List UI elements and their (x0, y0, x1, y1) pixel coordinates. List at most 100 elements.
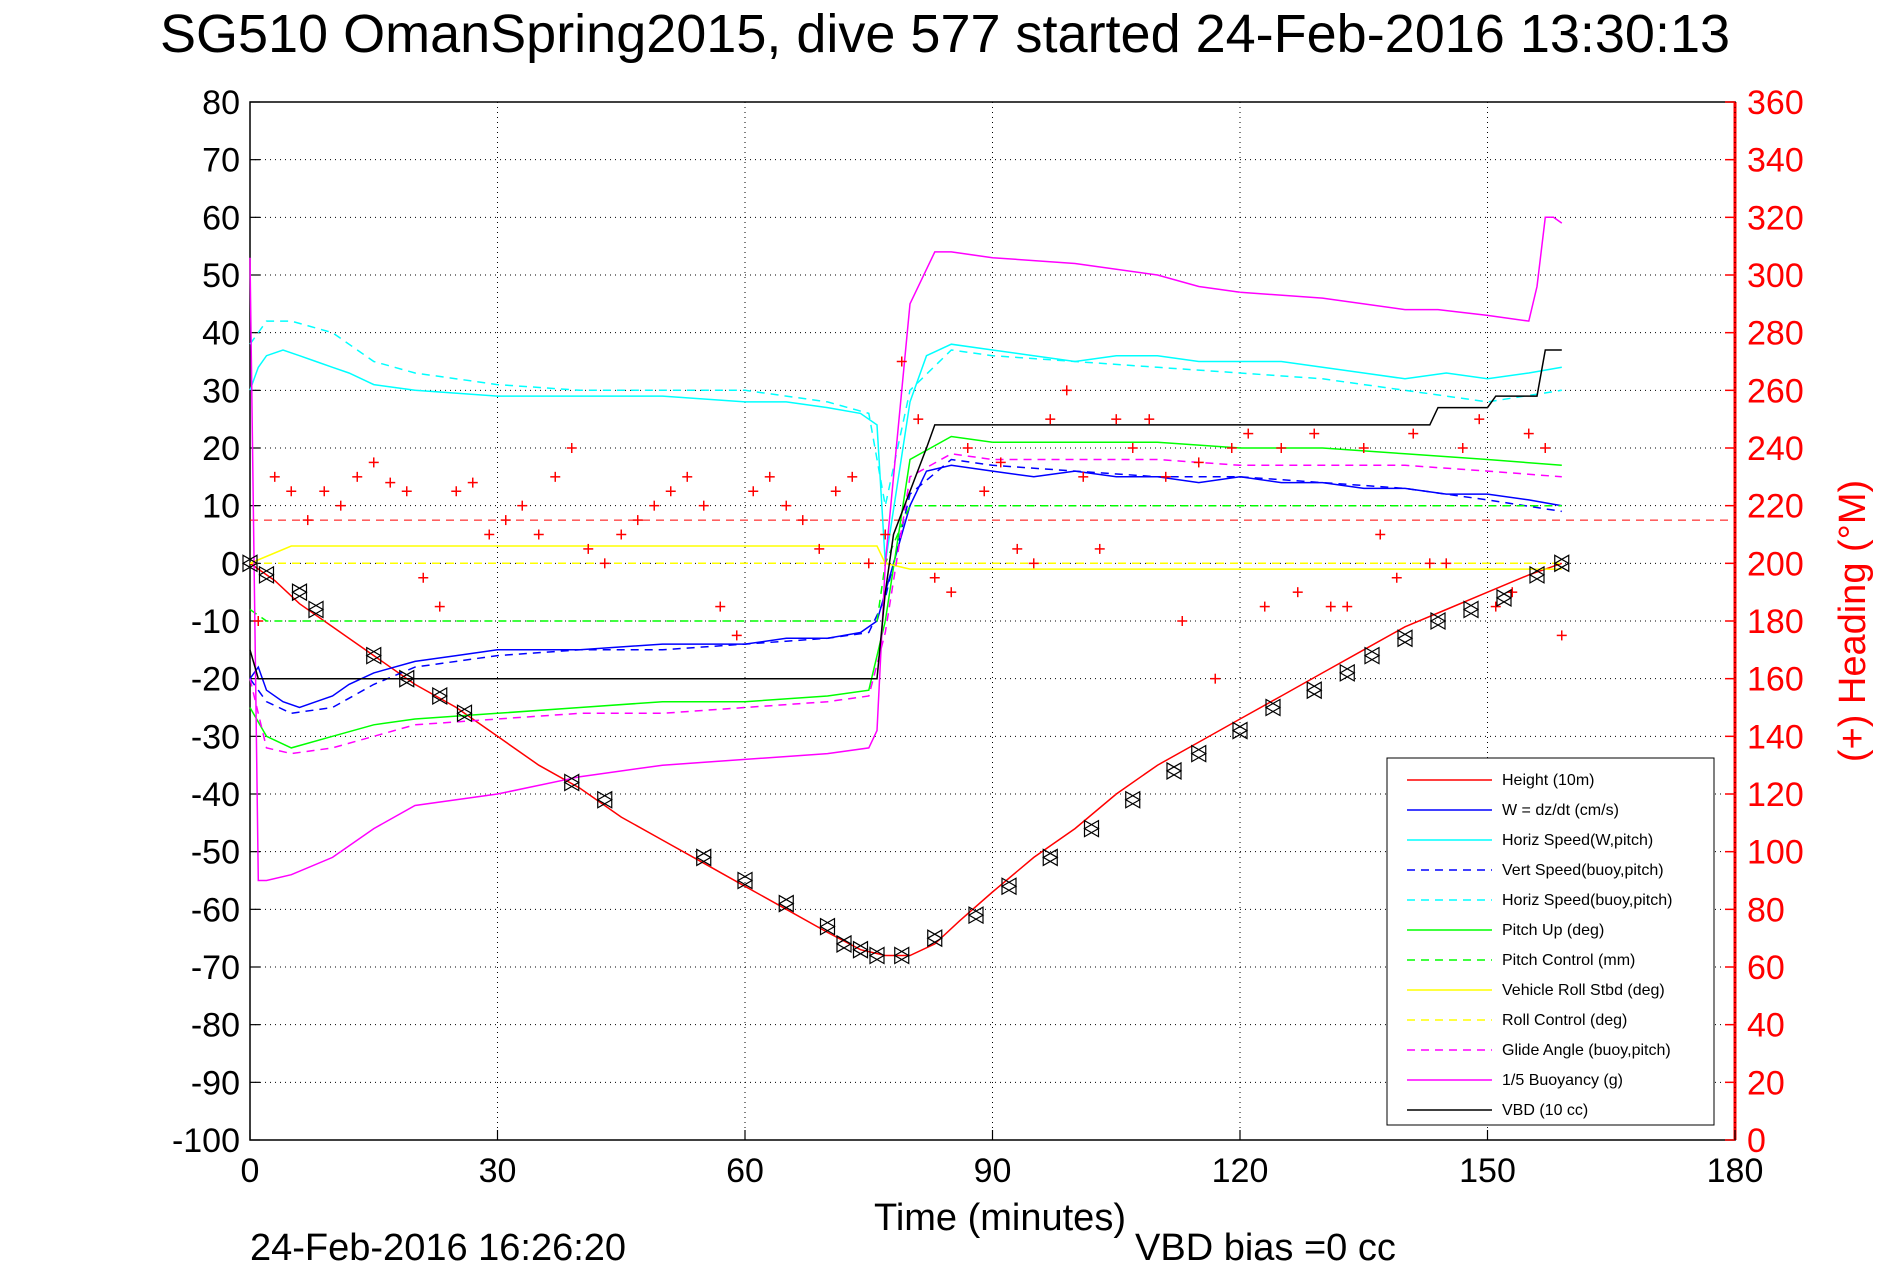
heading-point (1160, 471, 1171, 482)
series-line-10 (249, 216, 1563, 882)
heading-point (1144, 414, 1155, 425)
heading-point (467, 477, 478, 488)
series-layer (249, 216, 1735, 957)
heading-point (533, 529, 544, 540)
legend-label: VBD (10 cc) (1502, 1102, 1588, 1119)
heading-point (1061, 385, 1072, 396)
legend-label: Horiz Speed(W,pitch) (1502, 832, 1653, 849)
heading-point (451, 486, 462, 497)
triangle-marker (893, 946, 910, 965)
heading-point (632, 515, 643, 526)
legend-label: Glide Angle (buoy,pitch) (1502, 1042, 1671, 1059)
triangle-marker (258, 565, 275, 584)
y2-tick-label: 0 (1747, 1122, 1766, 1160)
x-axis-label: Time (minutes) (874, 1197, 1126, 1239)
heading-point (1375, 529, 1386, 540)
triangle-marker (307, 600, 325, 619)
series-line-11 (249, 349, 1562, 680)
triangle-marker (1363, 646, 1381, 665)
triangle-marker (926, 929, 943, 948)
x-tick-label: 180 (1707, 1152, 1764, 1190)
heading-point (566, 443, 577, 453)
triangle-marker (1042, 848, 1059, 867)
y-tick-label: -20 (191, 661, 240, 699)
heading-point (748, 486, 759, 497)
legend-label: Roll Control (deg) (1502, 1012, 1627, 1029)
heading-point (583, 543, 594, 554)
legend-label: Pitch Up (deg) (1502, 922, 1604, 939)
y-tick-label: -90 (191, 1064, 240, 1102)
triangle-marker (1528, 565, 1546, 584)
triangle-marker (1495, 588, 1513, 607)
heading-point (1210, 673, 1221, 684)
heading-point (698, 500, 709, 511)
y2-tick-label: 300 (1747, 257, 1804, 295)
heading-point (599, 558, 610, 569)
y2-tick-label: 60 (1747, 949, 1785, 987)
y-tick-label: -80 (191, 1007, 240, 1045)
heading-point (649, 500, 660, 511)
heading-point (665, 486, 676, 497)
heading-point (781, 500, 792, 511)
y2-tick-label: 20 (1747, 1064, 1785, 1102)
heading-point (814, 543, 825, 554)
triangle-marker (291, 583, 308, 602)
heading-point (1474, 414, 1485, 425)
legend-label: Height (10m) (1502, 772, 1594, 789)
heading-point (1094, 543, 1105, 554)
y-tick-label: 40 (202, 315, 240, 353)
heading-point (979, 486, 990, 497)
heading-point (253, 616, 264, 626)
y-tick-label: -100 (172, 1122, 240, 1160)
legend-label: Horiz Speed(buoy,pitch) (1502, 892, 1672, 909)
heading-point (1012, 543, 1023, 554)
heading-point (286, 486, 297, 497)
heading-point (1045, 414, 1056, 425)
heading-point (484, 529, 495, 540)
footer-timestamp: 24-Feb-2016 16:26:20 (250, 1227, 626, 1262)
y2-tick-label: 160 (1747, 661, 1804, 699)
y-tick-label: 10 (202, 488, 240, 526)
heading-point (1540, 443, 1551, 453)
x-tick-label: 150 (1459, 1152, 1516, 1190)
heading-point (1490, 601, 1501, 612)
series-line-0 (249, 562, 1563, 957)
x-tick-label: 0 (241, 1152, 260, 1190)
heading-point (946, 587, 957, 598)
heading-point (962, 443, 973, 453)
series-line-6 (249, 504, 1562, 622)
legend-label: Vehicle Roll Stbd (deg) (1502, 982, 1665, 999)
heading-point (1259, 601, 1270, 612)
y2-tick-label: 340 (1747, 142, 1804, 180)
heading-point (1556, 630, 1567, 641)
heading-point (1507, 587, 1518, 598)
heading-point (418, 572, 429, 583)
y-tick-label: -50 (191, 834, 240, 872)
legend-label: W = dz/dt (cm/s) (1502, 802, 1619, 819)
y-tick-label: 30 (202, 372, 240, 410)
triangle-marker (1462, 600, 1480, 619)
y2-tick-label: 200 (1747, 545, 1804, 583)
heading-point (1111, 414, 1122, 425)
triangle-marker (1083, 819, 1100, 838)
heading-point (352, 471, 363, 482)
y2-tick-label: 100 (1747, 834, 1804, 872)
triangle-marker (1429, 611, 1447, 631)
triangle-marker (819, 917, 836, 936)
heading-point (1457, 443, 1468, 453)
heading-point (1424, 558, 1435, 569)
heading-point (1243, 428, 1254, 439)
y2-tick-label: 40 (1747, 1007, 1785, 1045)
y2-tick-label: 140 (1747, 718, 1804, 756)
y2-tick-label: 80 (1747, 891, 1785, 929)
heading-layer (253, 356, 1567, 684)
heading-point (1441, 558, 1452, 569)
y-tick-label: 20 (202, 430, 240, 468)
y2-tick-label: 260 (1747, 372, 1804, 410)
triangle-marker (736, 871, 754, 890)
heading-point (913, 414, 924, 425)
x-axis-ticks: 0 30 60 90 120 150 180 (241, 1130, 1764, 1190)
heading-point (550, 471, 561, 482)
x-tick-label: 30 (479, 1152, 517, 1190)
y-tick-label: -60 (191, 891, 240, 929)
